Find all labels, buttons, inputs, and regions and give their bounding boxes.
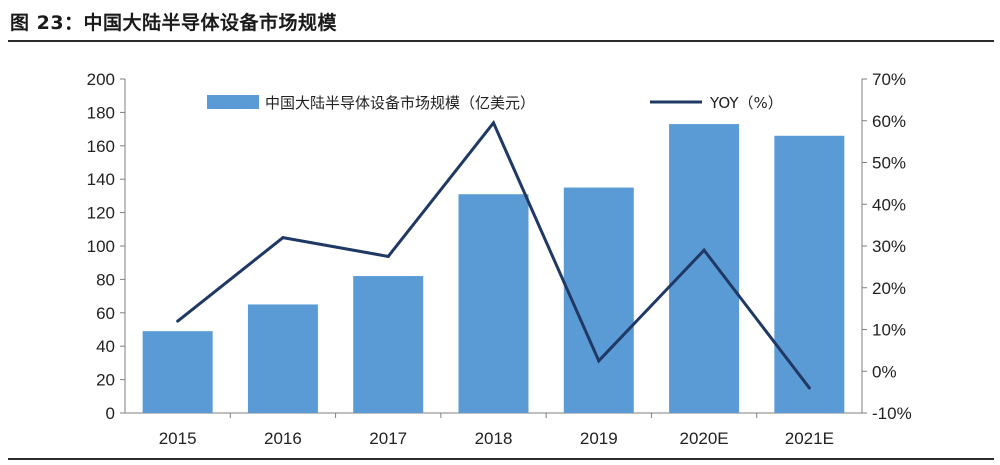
x-tick-label: 2017 bbox=[369, 429, 407, 448]
left-tick-label: 60 bbox=[96, 304, 115, 323]
bars-layer bbox=[142, 124, 845, 413]
yoy-point-2016 bbox=[281, 236, 285, 240]
yoy-point-2020E bbox=[702, 248, 706, 252]
bottom-divider bbox=[8, 458, 994, 460]
figure-title-bar: 图 23：中国大陆半导体设备市场规模 bbox=[10, 6, 337, 36]
legend-bar-swatch bbox=[207, 95, 259, 109]
x-tick-label: 2018 bbox=[475, 429, 513, 448]
bar-2021E bbox=[774, 135, 845, 413]
left-tick-label: 160 bbox=[87, 137, 115, 156]
yoy-point-2015 bbox=[176, 319, 180, 323]
yoy-point-2017 bbox=[386, 254, 390, 258]
left-tick-label: 40 bbox=[96, 337, 115, 356]
bar-2017 bbox=[353, 276, 424, 413]
left-tick-label: 100 bbox=[87, 237, 115, 256]
right-tick-label: 50% bbox=[872, 154, 906, 173]
left-tick-label: 80 bbox=[96, 270, 115, 289]
right-tick-label: 10% bbox=[872, 321, 906, 340]
bar-2019 bbox=[563, 187, 634, 413]
title-divider bbox=[8, 40, 994, 42]
right-tick-label: -10% bbox=[872, 404, 912, 423]
right-tick-label: 70% bbox=[872, 70, 906, 89]
line-layer bbox=[176, 119, 811, 390]
yoy-point-2021E bbox=[807, 386, 811, 390]
bar-2018 bbox=[458, 194, 529, 413]
left-tick-label: 200 bbox=[87, 70, 115, 89]
left-tick-label: 120 bbox=[87, 204, 115, 223]
x-tick-label: 2021E bbox=[785, 429, 834, 448]
right-tick-label: 40% bbox=[872, 195, 906, 214]
x-tick-label: 2015 bbox=[159, 429, 197, 448]
x-tick-label: 2019 bbox=[580, 429, 618, 448]
figure-title: 图 23：中国大陆半导体设备市场规模 bbox=[10, 11, 338, 34]
left-tick-label: 180 bbox=[87, 103, 115, 122]
right-tick-label: 30% bbox=[872, 237, 906, 256]
right-tick-label: 60% bbox=[872, 112, 906, 131]
left-tick-label: 20 bbox=[96, 371, 115, 390]
bar-2015 bbox=[142, 331, 213, 413]
legend: 中国大陆半导体设备市场规模（亿美元） YOY（%） bbox=[207, 94, 783, 112]
right-tick-label: 0% bbox=[872, 362, 897, 381]
x-tick-label: 2020E bbox=[679, 429, 728, 448]
legend-bar-label: 中国大陆半导体设备市场规模（亿美元） bbox=[265, 94, 535, 112]
x-tick-label: 2016 bbox=[264, 429, 302, 448]
yoy-point-2018 bbox=[492, 121, 495, 125]
yoy-point-2019 bbox=[597, 359, 601, 363]
left-tick-label: 0 bbox=[106, 404, 115, 423]
bar-2020E bbox=[669, 124, 740, 413]
axes-layer: 0 20 40 60 80 100 120 140 160 180 200 -10% 0% 10% 20% 3… bbox=[87, 70, 912, 448]
bar-2016 bbox=[247, 304, 318, 413]
legend-line-label: YOY（%） bbox=[709, 94, 783, 112]
left-tick-label: 140 bbox=[87, 170, 115, 189]
right-tick-label: 20% bbox=[872, 279, 906, 298]
